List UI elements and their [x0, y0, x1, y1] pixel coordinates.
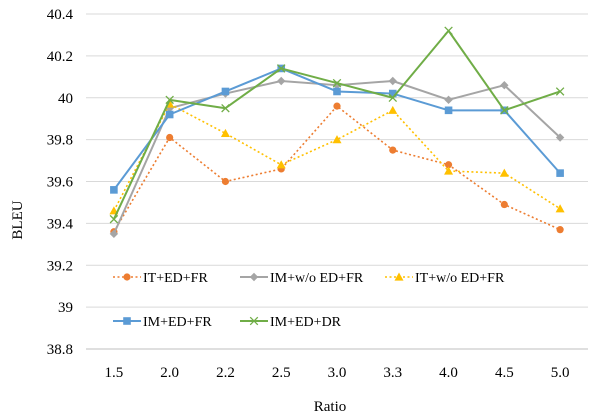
data-point: [444, 161, 453, 169]
data-point: [556, 169, 564, 177]
data-point: [500, 106, 509, 115]
data-point: [444, 106, 453, 115]
legend-label: IT+w/o ED+FR: [415, 271, 505, 286]
series-line: [113, 103, 561, 212]
y-tick-label: 39.2: [47, 258, 73, 274]
x-tick-label: 5.0: [551, 365, 570, 381]
x-tick-label: 1.5: [105, 365, 124, 381]
data-point: [123, 317, 131, 325]
series-line: [113, 105, 561, 233]
y-tick-labels: 38.8 39 39.2 39.4 39.6 39.8 40 40.2 40.4: [47, 7, 74, 358]
data-point: [555, 87, 565, 96]
y-tick-label: 40.4: [47, 7, 74, 23]
x-axis-title: Ratio: [314, 399, 347, 415]
data-point: [165, 110, 174, 119]
y-tick-label: 40.2: [47, 49, 73, 65]
data-point: [389, 146, 397, 154]
data-point: [221, 103, 230, 113]
legend-label: IM+ED+DR: [270, 315, 342, 330]
data-point: [332, 78, 342, 88]
data-point: [332, 135, 342, 144]
data-point: [123, 273, 131, 281]
legend-item: IM+ED+FR: [113, 315, 212, 330]
data-point: [277, 76, 286, 86]
y-tick-label: 39: [58, 300, 73, 316]
legend-label: IM+w/o ED+FR: [270, 271, 364, 286]
x-tick-label: 2.2: [216, 365, 235, 381]
legend-item: IM+ED+DR: [240, 315, 342, 330]
y-tick-label: 39.8: [47, 133, 73, 149]
data-point: [500, 200, 508, 209]
data-point: [166, 133, 174, 142]
data-point: [109, 229, 119, 239]
data-point: [220, 128, 230, 137]
legend-label: IT+ED+FR: [143, 271, 208, 286]
x-tick-labels: 1.5 2.0 2.2 2.5 3.0 3.3 4.0 4.5 5.0: [105, 365, 570, 381]
data-point: [221, 87, 230, 96]
data-point: [165, 95, 174, 105]
gridlines: [86, 13, 588, 308]
x-tick-label: 3.3: [383, 365, 402, 381]
data-point: [110, 186, 118, 194]
data-point: [388, 89, 397, 98]
data-point: [556, 226, 564, 234]
y-tick-label: 39.4: [47, 216, 74, 232]
data-point: [333, 87, 341, 96]
y-tick-label: 39.6: [47, 175, 74, 191]
legend-item: IT+w/o ED+FR: [385, 271, 505, 286]
data-point: [444, 26, 453, 36]
series-line: [112, 29, 561, 220]
data-point: [276, 160, 286, 169]
data-point: [500, 80, 509, 90]
data-point: [333, 102, 341, 110]
series-it-ed-fr: [110, 102, 564, 236]
y-tick-label: 38.8: [47, 342, 73, 358]
y-tick-label: 40: [58, 91, 73, 107]
data-point: [221, 177, 230, 186]
data-point: [249, 272, 259, 282]
x-tick-label: 3.0: [328, 365, 347, 381]
data-point: [276, 64, 286, 73]
data-point: [499, 168, 509, 177]
x-tick-label: 2.5: [272, 365, 291, 381]
data-point: [555, 133, 565, 142]
legend: IT+ED+FR IM+w/o ED+FR IT+w/o ED+FR IM+ED+FR…: [113, 271, 505, 330]
data-point: [249, 316, 259, 326]
y-axis-title: BLEU: [10, 200, 26, 239]
data-point: [388, 76, 397, 86]
data-point: [444, 166, 454, 175]
data-point: [394, 272, 404, 281]
x-tick-label: 4.5: [495, 365, 514, 381]
data-point: [555, 204, 565, 213]
x-tick-label: 4.0: [439, 365, 458, 381]
x-tick-label: 2.0: [160, 365, 179, 381]
data-point: [388, 93, 398, 103]
legend-label: IM+ED+FR: [143, 315, 212, 330]
legend-item: IT+ED+FR: [113, 271, 208, 286]
data-point: [109, 214, 119, 224]
data-point: [388, 105, 398, 114]
data-point: [444, 95, 453, 105]
series-it-w-o-ed-fr: [109, 99, 565, 215]
series-im-ed-dr: [109, 26, 565, 224]
series-layer: [109, 26, 565, 239]
legend-item: IM+w/o ED+FR: [240, 271, 364, 286]
